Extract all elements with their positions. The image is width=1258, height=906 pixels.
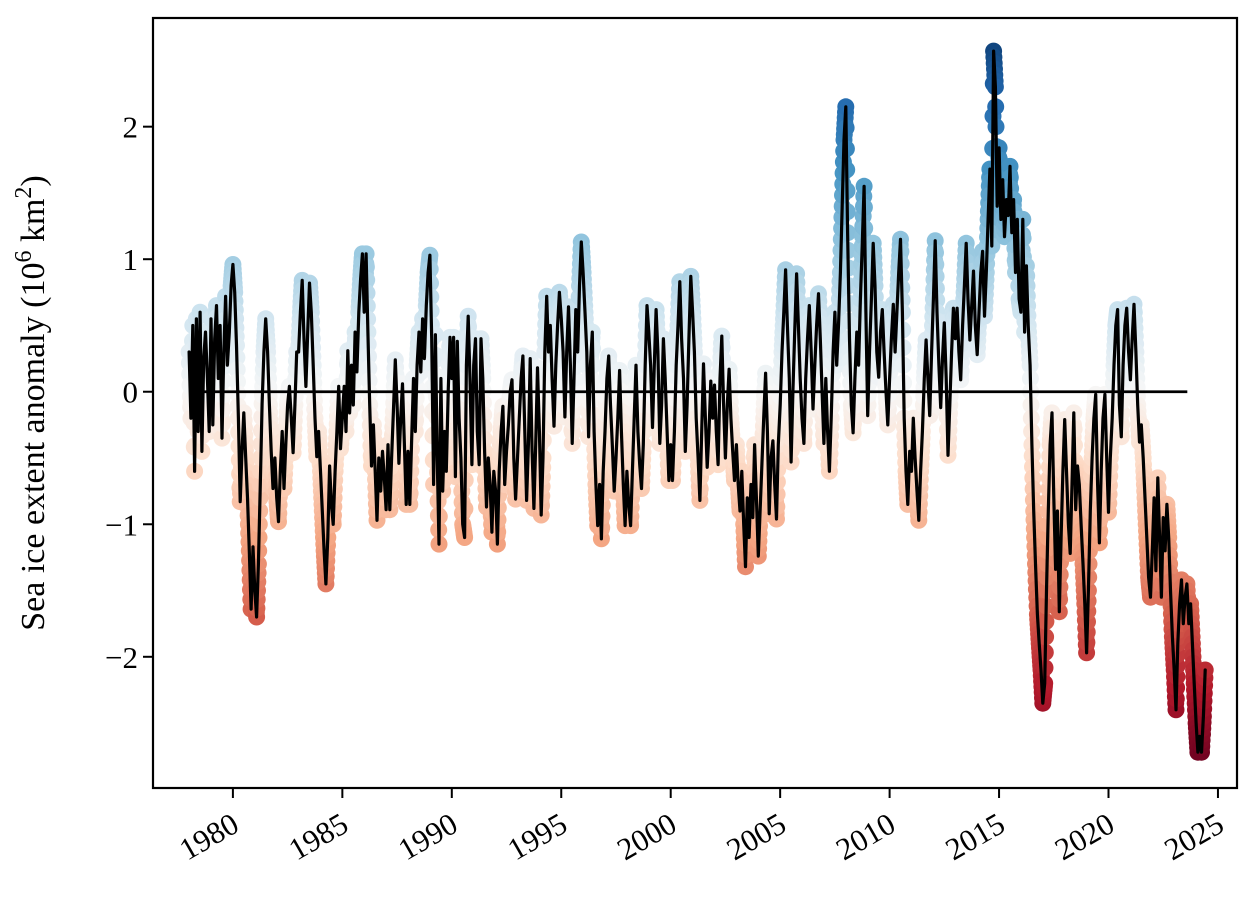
plot-border [151, 16, 1239, 790]
anomaly-line-series [187, 49, 1207, 754]
y-tick-label: 1 [123, 242, 139, 277]
x-tick-label: 2005 [720, 806, 791, 867]
y-tick-label: −2 [105, 640, 138, 675]
x-tick-label: 1985 [283, 806, 354, 867]
x-tick-label: 1995 [502, 806, 573, 867]
x-tick-label: 1980 [173, 806, 244, 867]
x-tick-label: 2010 [830, 806, 901, 867]
x-tick-label: 2020 [1049, 806, 1120, 867]
y-axis-label: Sea ice extent anomaly (106 km2) [11, 175, 52, 630]
x-tick-label: 2000 [611, 806, 682, 867]
y-axis: −2 −1 0 1 2 [105, 110, 152, 675]
x-tick-label: 2015 [939, 806, 1010, 867]
x-tick-label: 2025 [1158, 806, 1229, 867]
y-tick-label: −1 [105, 507, 138, 542]
y-tick-label: 2 [123, 110, 139, 145]
x-tick-label: 1990 [392, 806, 463, 867]
y-tick-label: 0 [123, 375, 139, 410]
x-axis: 1980 1985 1990 1995 2000 2005 2010 2015 2020 2025 [173, 789, 1229, 867]
